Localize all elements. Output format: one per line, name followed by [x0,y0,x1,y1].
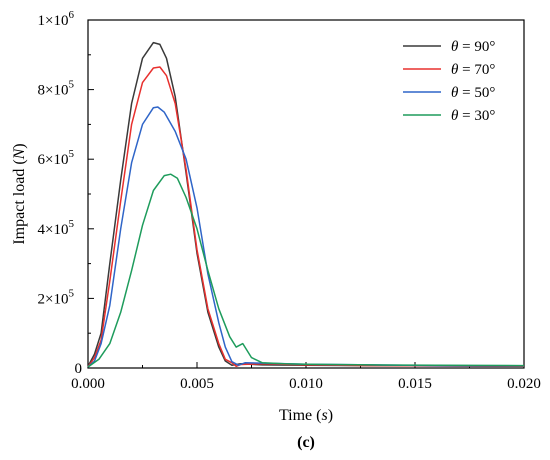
axis-ticks: 0.000 0.005 0.010 0.015 0.020 0 2×105 4×105 6×10… [38,9,541,392]
panel-label: (c) [297,434,315,451]
legend-label: θ = 50° [451,85,495,101]
y-tick-label: 4×105 [38,218,75,238]
legend-label: θ = 30° [451,108,495,124]
y-tick-label: 0 [75,361,83,377]
series-line [87,173,525,368]
legend: θ = 90° θ = 70° θ = 50° θ = 30° [403,39,495,124]
x-tick-label: 0.000 [71,376,105,392]
y-axis-title: Impact load (N) [11,143,28,244]
y-tick-label: 2×105 [38,287,75,307]
legend-label: θ = 70° [451,62,495,78]
x-tick-label: 0.015 [398,376,432,392]
y-tick-label: 1×106 [38,9,75,29]
x-tick-label: 0.020 [507,376,541,392]
series-lines [87,41,525,368]
y-tick-label: 8×105 [38,79,75,99]
x-tick-label: 0.005 [180,376,214,392]
series-line [87,106,525,368]
legend-label: θ = 90° [451,39,495,55]
x-axis-title: Time (s) [279,407,333,424]
y-tick-label: 6×105 [38,148,75,168]
x-tick-label: 0.010 [289,376,323,392]
